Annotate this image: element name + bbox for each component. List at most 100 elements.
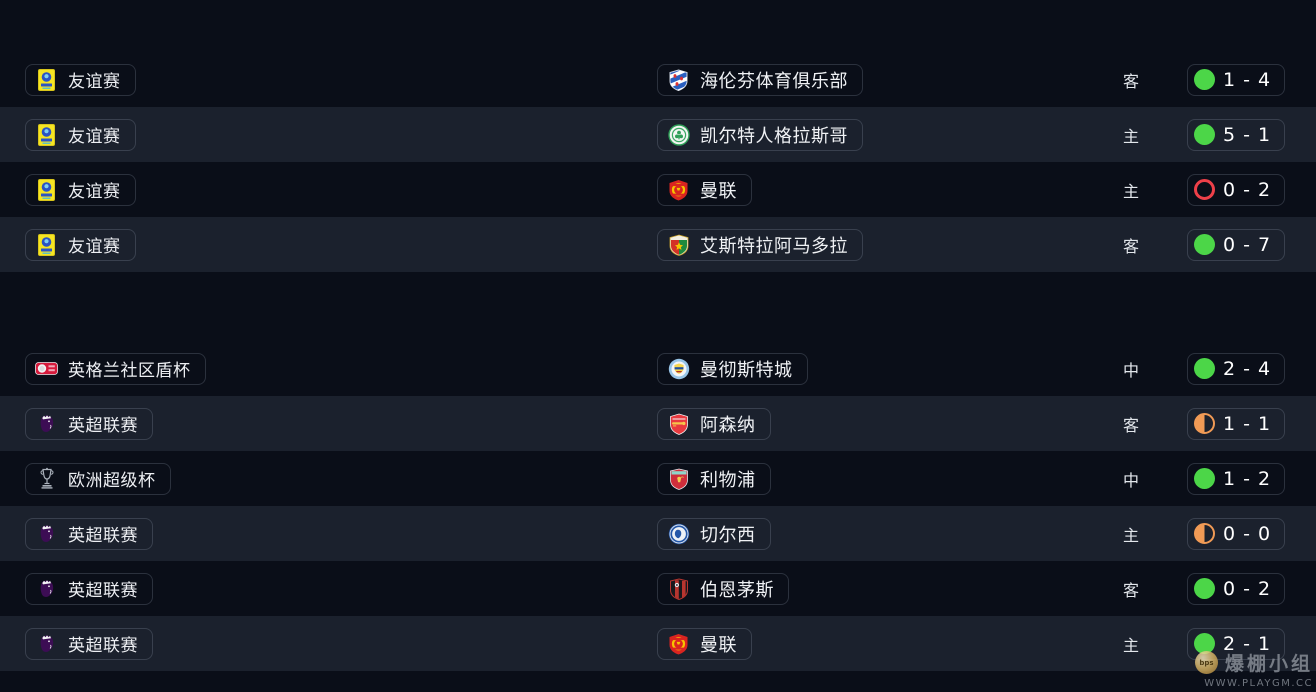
score-text: 2 - 1 bbox=[1223, 632, 1272, 655]
celtic-badge bbox=[667, 123, 690, 147]
opponent-pill[interactable]: 利物浦 bbox=[657, 462, 771, 495]
opponent-pill[interactable]: 曼联 bbox=[657, 627, 752, 660]
score-text: 0 - 7 bbox=[1223, 233, 1272, 256]
venue-label: 主 bbox=[1122, 126, 1139, 146]
man-city-badge bbox=[667, 357, 690, 381]
match-row[interactable]: 友谊赛 海伦芬体育俱乐部 客 1 - 4 bbox=[0, 52, 1316, 107]
score-pill[interactable]: 5 - 1 bbox=[1187, 118, 1286, 151]
competition-label: 英超联赛 bbox=[68, 526, 138, 546]
opponent-pill[interactable]: 阿森纳 bbox=[657, 407, 771, 440]
competition-pill[interactable]: 英超联赛 bbox=[25, 572, 153, 605]
competition-pill[interactable]: 友谊赛 bbox=[25, 173, 136, 206]
man-united-badge bbox=[667, 178, 690, 202]
competition-pill[interactable]: 英超联赛 bbox=[25, 517, 153, 550]
competition-pill[interactable]: 英超联赛 bbox=[25, 627, 153, 660]
opponent-pill[interactable]: 海伦芬体育俱乐部 bbox=[657, 63, 863, 96]
score-pill[interactable]: 0 - 2 bbox=[1187, 173, 1286, 206]
opponent-pill[interactable]: 曼彻斯特城 bbox=[657, 352, 808, 385]
opponent-pill[interactable]: 艾斯特拉阿马多拉 bbox=[657, 228, 863, 261]
score-text: 1 - 1 bbox=[1223, 412, 1272, 435]
score-pill[interactable]: 0 - 7 bbox=[1187, 228, 1286, 261]
competition-label: 英超联赛 bbox=[68, 636, 138, 656]
opponent-pill[interactable]: 曼联 bbox=[657, 173, 752, 206]
score-text: 1 - 4 bbox=[1223, 68, 1272, 91]
opponent-name: 曼彻斯特城 bbox=[700, 359, 793, 381]
match-row[interactable]: 英格兰社区盾杯 曼彻斯特城 中 2 - 4 bbox=[0, 341, 1316, 396]
fifa-friendly-badge bbox=[35, 68, 58, 92]
match-row[interactable]: 英超联赛 曼联 主 2 - 1 bbox=[0, 616, 1316, 671]
uefa-super-cup-badge bbox=[35, 467, 58, 491]
competition-pill[interactable]: 欧洲超级杯 bbox=[25, 462, 171, 495]
venue-label: 中 bbox=[1122, 470, 1139, 490]
score-pill[interactable]: 1 - 2 bbox=[1187, 462, 1286, 495]
opponent-name: 阿森纳 bbox=[700, 414, 756, 436]
score-pill[interactable]: 2 - 1 bbox=[1187, 627, 1286, 660]
competition-label: 英超联赛 bbox=[68, 581, 138, 601]
man-united-badge bbox=[667, 632, 690, 656]
result-indicator-icon bbox=[1194, 468, 1215, 489]
competition-label: 友谊赛 bbox=[68, 127, 121, 147]
chelsea-badge bbox=[667, 522, 690, 546]
competition-pill[interactable]: 友谊赛 bbox=[25, 118, 136, 151]
venue-label: 主 bbox=[1122, 525, 1139, 545]
competition-label: 欧洲超级杯 bbox=[68, 471, 156, 491]
match-row[interactable]: 友谊赛 艾斯特拉阿马多拉 客 0 - 7 bbox=[0, 217, 1316, 272]
match-row[interactable]: 友谊赛 曼联 主 0 - 2 bbox=[0, 162, 1316, 217]
result-indicator-icon bbox=[1194, 578, 1215, 599]
competition-pill[interactable]: 英超联赛 bbox=[25, 407, 153, 440]
result-indicator-icon bbox=[1194, 413, 1215, 434]
score-pill[interactable]: 0 - 2 bbox=[1187, 572, 1286, 605]
fifa-friendly-badge bbox=[35, 178, 58, 202]
match-row[interactable]: 欧洲超级杯 利物浦 中 1 - 2 bbox=[0, 451, 1316, 506]
opponent-name: 凯尔特人格拉斯哥 bbox=[700, 125, 848, 147]
opponent-name: 利物浦 bbox=[700, 469, 756, 491]
competition-pill[interactable]: 英格兰社区盾杯 bbox=[25, 352, 206, 385]
opponent-name: 伯恩茅斯 bbox=[700, 579, 774, 601]
section-gap bbox=[0, 272, 1316, 341]
opponent-name: 曼联 bbox=[700, 180, 737, 202]
venue-label: 客 bbox=[1122, 236, 1139, 256]
match-row[interactable]: 英超联赛 阿森纳 客 1 - 1 bbox=[0, 396, 1316, 451]
venue-label: 中 bbox=[1122, 360, 1139, 380]
result-indicator-icon bbox=[1194, 124, 1215, 145]
score-pill[interactable]: 1 - 1 bbox=[1187, 407, 1286, 440]
venue-label: 客 bbox=[1122, 415, 1139, 435]
fifa-friendly-badge bbox=[35, 123, 58, 147]
competition-label: 英超联赛 bbox=[68, 416, 138, 436]
competition-pill[interactable]: 友谊赛 bbox=[25, 228, 136, 261]
score-pill[interactable]: 2 - 4 bbox=[1187, 352, 1286, 385]
arsenal-badge bbox=[667, 412, 690, 436]
venue-label: 客 bbox=[1122, 580, 1139, 600]
competition-label: 友谊赛 bbox=[68, 237, 121, 257]
opponent-name: 曼联 bbox=[700, 634, 737, 656]
result-indicator-icon bbox=[1194, 358, 1215, 379]
community-shield-badge bbox=[35, 357, 58, 381]
competition-pill[interactable]: 友谊赛 bbox=[25, 63, 136, 96]
score-pill[interactable]: 1 - 4 bbox=[1187, 63, 1286, 96]
match-row[interactable]: 友谊赛 凯尔特人格拉斯哥 主 5 - 1 bbox=[0, 107, 1316, 162]
opponent-pill[interactable]: 凯尔特人格拉斯哥 bbox=[657, 118, 863, 151]
heerenveen-badge bbox=[667, 68, 690, 92]
score-text: 0 - 2 bbox=[1223, 577, 1272, 600]
venue-label: 客 bbox=[1122, 71, 1139, 91]
fifa-friendly-badge bbox=[35, 233, 58, 257]
venue-label: 主 bbox=[1122, 635, 1139, 655]
competition-label: 友谊赛 bbox=[68, 72, 121, 92]
score-text: 0 - 0 bbox=[1223, 522, 1272, 545]
opponent-pill[interactable]: 切尔西 bbox=[657, 517, 771, 550]
match-row[interactable]: 英超联赛 伯恩茅斯 客 0 - 2 bbox=[0, 561, 1316, 616]
match-row[interactable]: 英超联赛 切尔西 主 0 - 0 bbox=[0, 506, 1316, 561]
result-indicator-icon bbox=[1194, 234, 1215, 255]
score-text: 0 - 2 bbox=[1223, 178, 1272, 201]
premier-league-badge bbox=[35, 522, 58, 546]
liverpool-badge bbox=[667, 467, 690, 491]
competition-label: 友谊赛 bbox=[68, 182, 121, 202]
score-pill[interactable]: 0 - 0 bbox=[1187, 517, 1286, 550]
premier-league-badge bbox=[35, 412, 58, 436]
score-text: 5 - 1 bbox=[1223, 123, 1272, 146]
opponent-name: 切尔西 bbox=[700, 524, 756, 546]
opponent-pill[interactable]: 伯恩茅斯 bbox=[657, 572, 789, 605]
result-indicator-icon bbox=[1194, 633, 1215, 654]
premier-league-badge bbox=[35, 632, 58, 656]
